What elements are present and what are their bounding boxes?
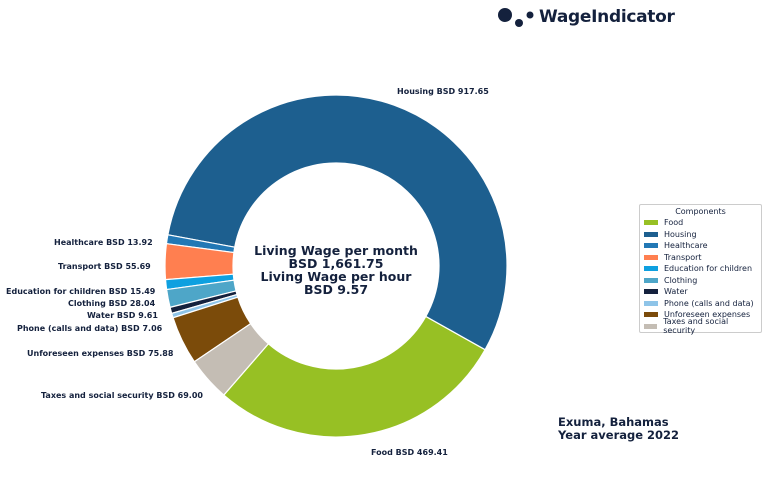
legend-label: Food	[664, 218, 684, 228]
data-label-phone: Phone (calls and data) BSD 7.06	[17, 324, 163, 333]
legend-label: Education for children	[664, 264, 753, 274]
legend-label: Transport	[664, 252, 702, 262]
legend-label: Phone (calls and data)	[664, 298, 754, 308]
wageindicator-logo: WageIndicator	[497, 6, 675, 28]
legend-swatch	[644, 231, 658, 237]
slice-housing	[167, 94, 508, 351]
legend-label: Clothing	[664, 275, 698, 285]
data-label-food: Food BSD 469.41	[371, 448, 448, 457]
legend-swatch	[644, 243, 658, 249]
legend-swatch	[644, 277, 658, 283]
location-name: Exuma, Bahamas	[558, 415, 669, 429]
data-label-unforeseen: Unforeseen expenses BSD 75.88	[27, 349, 174, 358]
data-label-clothing: Clothing BSD 28.04	[68, 299, 156, 308]
legend-item: Education for children	[644, 263, 757, 275]
legend-swatch	[644, 289, 658, 295]
legend-item: Transport	[644, 252, 757, 264]
legend-item: Phone (calls and data)	[644, 298, 757, 310]
logo-dots-icon	[498, 8, 534, 27]
legend-label: Water	[664, 287, 688, 297]
legend-label: Unforeseen expenses	[664, 310, 751, 320]
legend-swatch	[644, 220, 658, 226]
data-label-water: Water BSD 9.61	[87, 311, 158, 320]
hourly-value: BSD 9.57	[303, 282, 369, 297]
legend-label: Taxes and social security	[663, 317, 729, 336]
legend-title: Components	[675, 207, 726, 216]
data-label-education: Education for children BSD 15.49	[6, 287, 156, 296]
legend-item: Water	[644, 286, 757, 298]
slice-taxes-and-social-security	[193, 322, 270, 396]
legend-swatch	[644, 254, 658, 260]
center-summary: Living Wage per month BSD 1,661.75 Livin…	[236, 244, 436, 296]
slice-food	[222, 315, 486, 438]
legend-label: Healthcare	[664, 241, 708, 251]
legend-swatch	[644, 300, 658, 306]
legend-item: Housing	[644, 229, 757, 241]
data-label-healthcare: Healthcare BSD 13.92	[54, 238, 153, 247]
legend-item: Taxes and social security	[644, 317, 757, 335]
legend-label: Housing	[664, 229, 697, 239]
data-label-housing: Housing BSD 917.65	[397, 87, 489, 96]
location-caption: Exuma, Bahamas Year average 2022	[558, 416, 679, 442]
logo-text: WageIndicator	[539, 7, 675, 27]
legend-swatch	[644, 323, 658, 329]
legend-item: Food	[644, 217, 757, 229]
legend: Components Food Housing Healthcare Transpor…	[639, 204, 762, 335]
period: Year average 2022	[558, 428, 680, 442]
legend-swatch	[644, 266, 658, 272]
data-label-transport: Transport BSD 55.69	[58, 262, 151, 271]
hourly-label: Living Wage per hour	[260, 269, 412, 284]
legend-item: Unforeseen expenses	[644, 309, 757, 321]
data-label-taxes: Taxes and social security BSD 69.00	[41, 391, 203, 400]
legend-swatch	[644, 312, 658, 318]
monthly-value: BSD 1,661.75	[288, 256, 384, 271]
legend-item: Clothing	[644, 275, 757, 287]
monthly-label: Living Wage per month	[254, 243, 418, 258]
legend-item: Healthcare	[644, 240, 757, 252]
